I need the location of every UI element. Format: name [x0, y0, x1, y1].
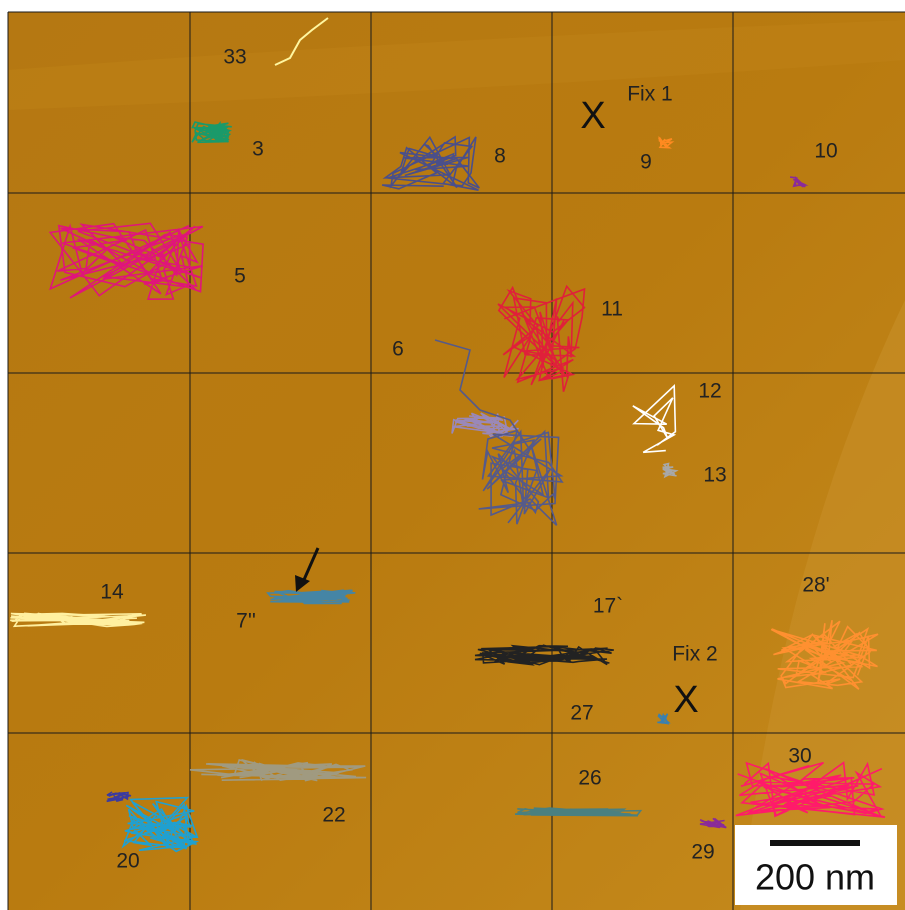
- afm-figure: 3338Fix 191051161213147''17`28'Fix 22730…: [0, 0, 905, 910]
- track-label: 14: [100, 581, 124, 604]
- track-label: 7'': [236, 610, 256, 633]
- track-label: 8: [494, 145, 506, 168]
- scale-bar-box: 200 nm: [735, 825, 897, 905]
- track-label: 20: [116, 850, 139, 873]
- track-label: Fix 1: [627, 83, 673, 106]
- track-label: 13: [703, 464, 726, 487]
- track-label: 28': [802, 574, 829, 597]
- track-label: 11: [601, 298, 623, 321]
- track-label: 10: [814, 140, 837, 163]
- trajectory: [268, 590, 356, 603]
- track-label: 29: [691, 841, 714, 864]
- fix-marker: X: [580, 95, 605, 137]
- page: 3338Fix 191051161213147''17`28'Fix 22730…: [0, 0, 905, 910]
- track-label: 26: [578, 767, 601, 790]
- fix-marker: X: [673, 679, 698, 721]
- track-label: 6: [392, 338, 404, 361]
- track-label: 12: [698, 380, 721, 403]
- track-label: 33: [223, 46, 246, 69]
- track-label: Fix 2: [672, 643, 718, 666]
- track-label: 30: [788, 745, 811, 768]
- track-label: 27: [570, 702, 593, 725]
- track-label: 5: [234, 265, 246, 288]
- scale-bar-label: 200 nm: [755, 857, 875, 898]
- track-label: 22: [322, 804, 345, 827]
- track-label: 17`: [593, 595, 623, 618]
- track-label: 3: [252, 138, 264, 161]
- track-label: 9: [640, 151, 652, 174]
